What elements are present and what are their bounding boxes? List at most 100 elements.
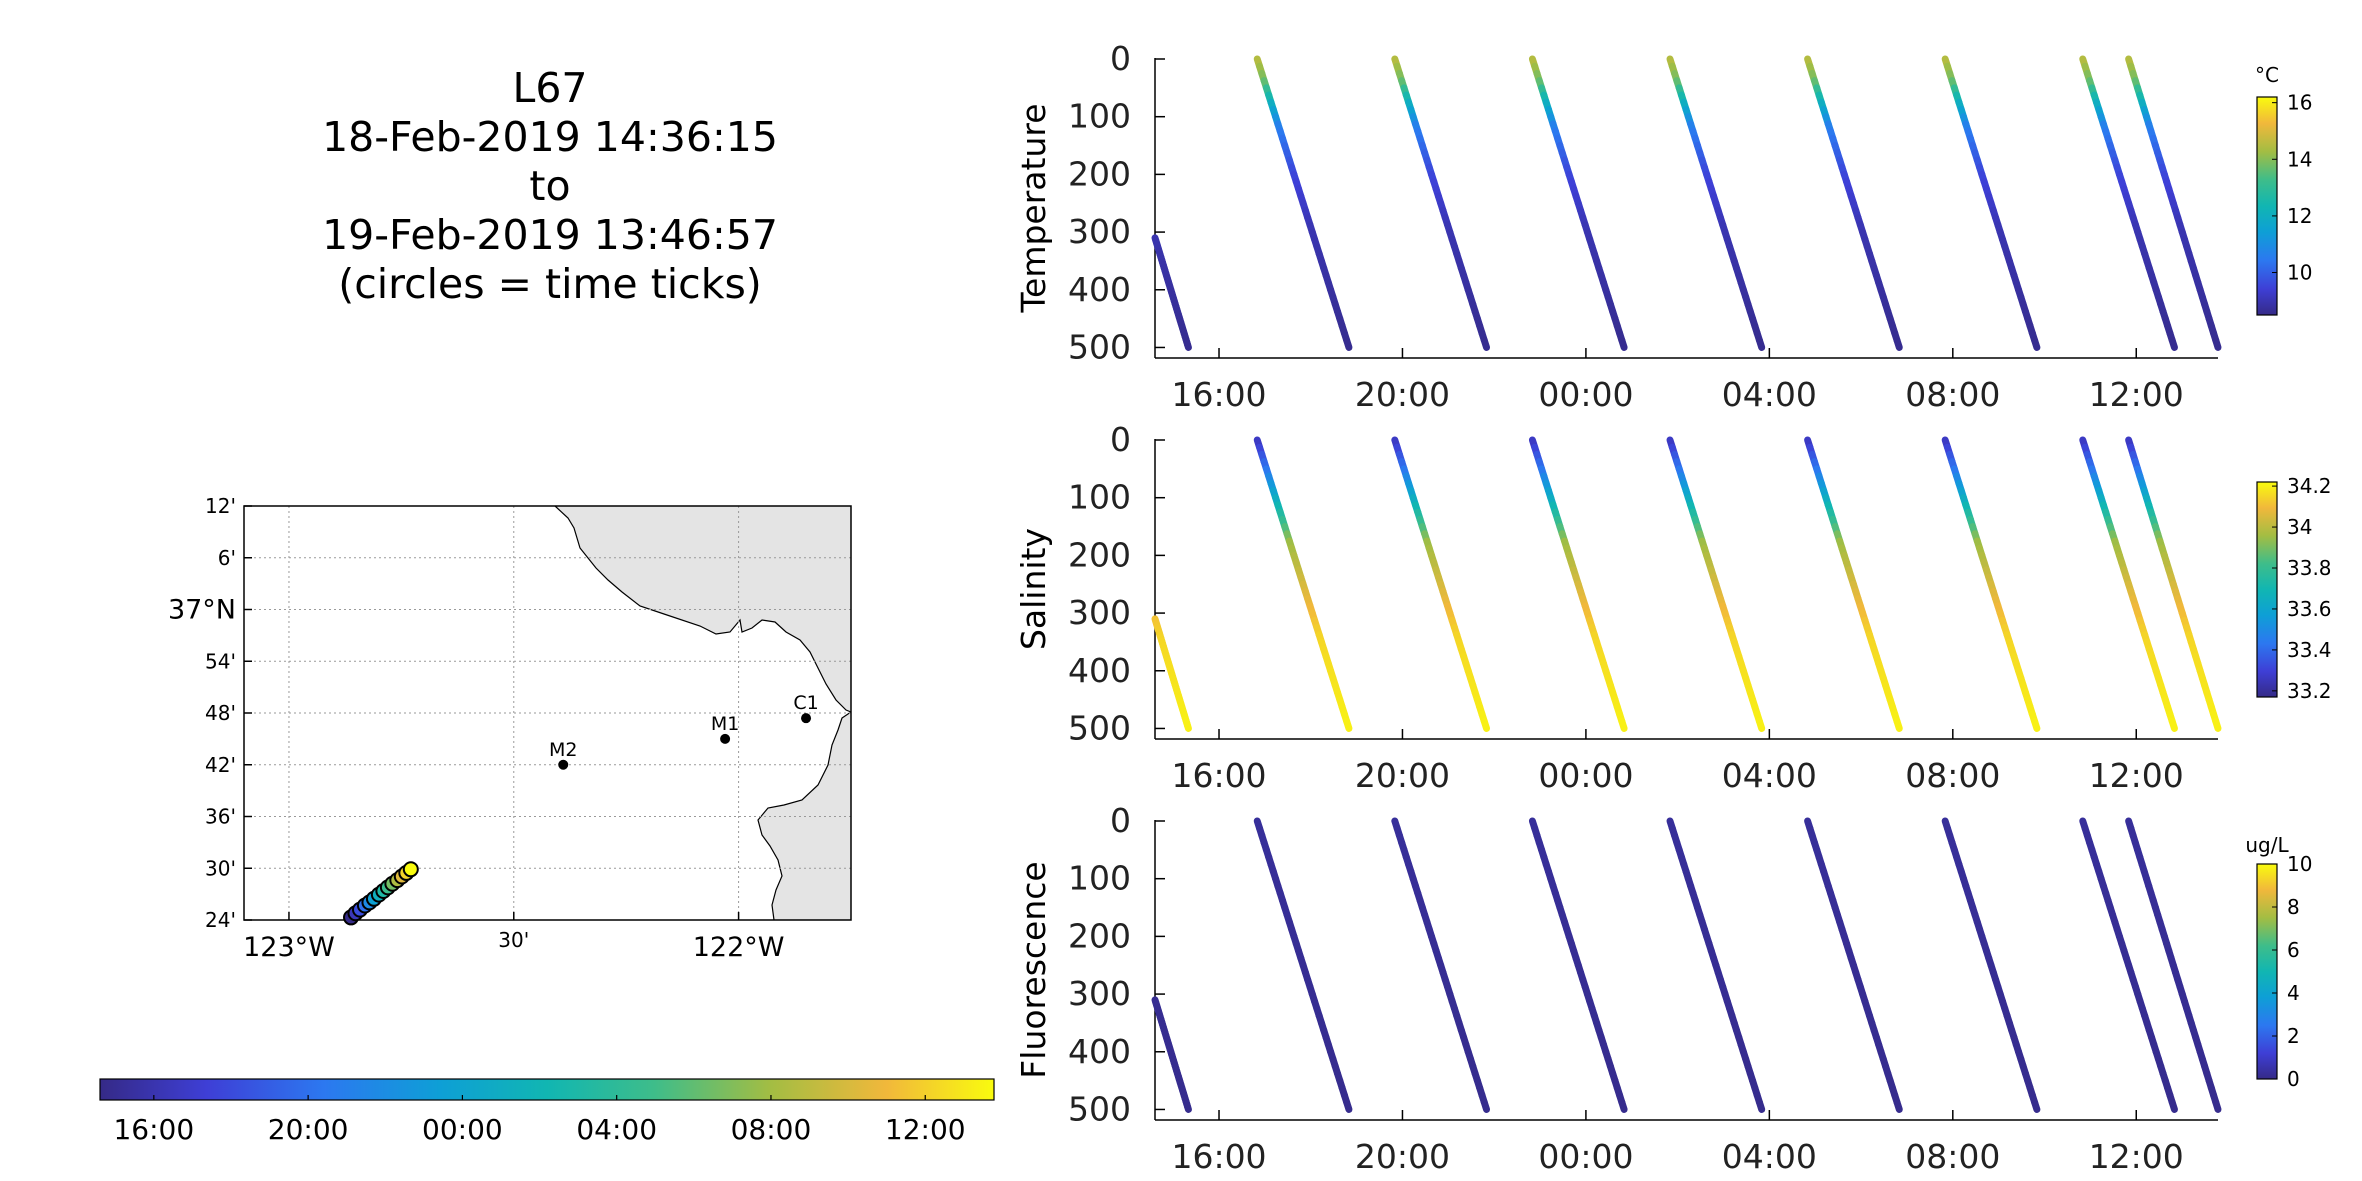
profile-trace [1804,55,1903,351]
station-marker [801,713,812,724]
lat-tick-label: 6' [218,546,236,570]
profile-segment [1893,336,1903,351]
y-tick-label: 300 [1068,593,1131,632]
x-tick-label: 00:00 [1538,375,1633,414]
station-marker [558,759,569,770]
x-tick-label: 20:00 [1355,756,1450,795]
x-tick-label: 16:00 [1171,375,1266,414]
profile-segment [1184,341,1192,351]
colorbar-tick-label: 34 [2287,515,2312,539]
profile-trace [2125,55,2222,351]
profile-trace [1941,55,2041,351]
colorbar-unit: ug/L [2245,833,2289,857]
y-tick-label: 400 [1068,270,1131,309]
y-tick-label: 0 [1110,420,1131,459]
coastline [554,505,852,713]
y-axis-label: Fluorescence [1014,861,1053,1078]
profile-trace [1666,817,1766,1113]
title-line-1: L67 [512,64,588,112]
colorbar-tick-label: 33.6 [2287,597,2332,621]
profile-segment [2168,717,2178,732]
y-tick-label: 0 [1110,801,1131,840]
profile-trace [1151,615,1192,732]
title-line-5: (circles = time ticks) [338,260,762,308]
profile-segment [1893,717,1903,732]
lat-tick-label: 48' [205,701,236,725]
time-colorbar-label: 08:00 [731,1113,812,1146]
y-tick-label: 200 [1068,154,1131,193]
y-tick-label: 500 [1068,327,1131,366]
profile-trace [2079,55,2178,351]
profile-segment [1480,336,1491,351]
profile-trace [1253,817,1353,1113]
profile-segment [2212,336,2222,351]
profile-segment [1618,717,1628,732]
colorbar-tick-label: 4 [2287,981,2300,1005]
profile-trace [1528,436,1628,732]
x-tick-label: 12:00 [2089,375,2184,414]
colorbar-tick-label: 34.2 [2287,474,2332,498]
y-tick-label: 300 [1068,212,1131,251]
colorbar-tick-label: 33.8 [2287,556,2332,580]
profile-segment [2168,336,2178,351]
profile-segment [1618,1098,1628,1113]
profile-segment [2031,1098,2041,1113]
colorbar-unit: °C [2255,63,2279,87]
colorbar-bar [2256,481,2278,698]
x-tick-label: 16:00 [1171,1137,1266,1176]
figure-title: L67 18-Feb-2019 14:36:15 to 19-Feb-2019 … [250,64,850,309]
profile-trace [1528,817,1628,1113]
colorbar-tick-label: 16 [2287,91,2312,115]
time-colorbar-label: 12:00 [885,1113,966,1146]
y-tick-label: 100 [1068,859,1131,898]
station-marker [720,733,731,744]
profile-trace [1391,436,1491,732]
time-colorbar-label: 04:00 [576,1113,657,1146]
colorbar-tick-label: 14 [2287,147,2312,171]
x-tick-label: 16:00 [1171,756,1266,795]
y-axis-label: Salinity [1014,528,1053,650]
profile-segment [1343,1098,1353,1113]
x-tick-label: 08:00 [1905,1137,2000,1176]
station-label: M2 [549,739,577,761]
y-tick-label: 100 [1068,478,1131,517]
coastline [757,711,852,921]
colorbar-tick-label: 2 [2287,1024,2300,1048]
lon-tick-label: 122°W [693,932,785,963]
x-tick-label: 08:00 [1905,756,2000,795]
y-tick-label: 200 [1068,916,1131,955]
x-tick-label: 08:00 [1905,375,2000,414]
colorbar-tick-label: 8 [2287,895,2300,919]
x-tick-label: 20:00 [1355,1137,1450,1176]
profile-segment [2168,1098,2178,1113]
x-tick-label: 04:00 [1722,1137,1817,1176]
profile-segment [1184,1103,1192,1113]
y-tick-label: 300 [1068,974,1131,1013]
y-tick-label: 0 [1110,39,1131,78]
colorbar-tick-label: 10 [2287,261,2312,285]
profile-segment [1480,1098,1491,1113]
y-tick-label: 500 [1068,1089,1131,1128]
profile-trace [2125,817,2222,1113]
lon-tick-label: 30' [498,928,529,952]
lat-tick-label: 12' [205,494,236,518]
y-tick-label: 400 [1068,1032,1131,1071]
map-panel: 12' 6' 37°N 54' 48' 42' 36' 30' 24' 123°W 30' 122°W… [168,494,852,963]
profile-trace [1151,996,1192,1113]
profile-trace [1391,55,1491,351]
y-tick-label: 100 [1068,97,1131,136]
profile-segment [2212,717,2222,732]
profile-segment [1480,717,1491,732]
track-time-tick [402,861,419,878]
profile-trace [1253,55,1353,351]
x-tick-label: 04:00 [1722,756,1817,795]
profile-trace [1391,817,1491,1113]
x-tick-label: 12:00 [2089,1137,2184,1176]
profile-segment [1343,336,1353,351]
profile-segment [1343,717,1353,732]
colorbar-tick-label: 33.2 [2287,679,2332,703]
colorbar-tick-label: 10 [2287,852,2312,876]
lat-tick-label: 24' [205,908,236,932]
colorbar-bar [2256,96,2278,316]
colorbar-tick-label: 0 [2287,1067,2300,1091]
